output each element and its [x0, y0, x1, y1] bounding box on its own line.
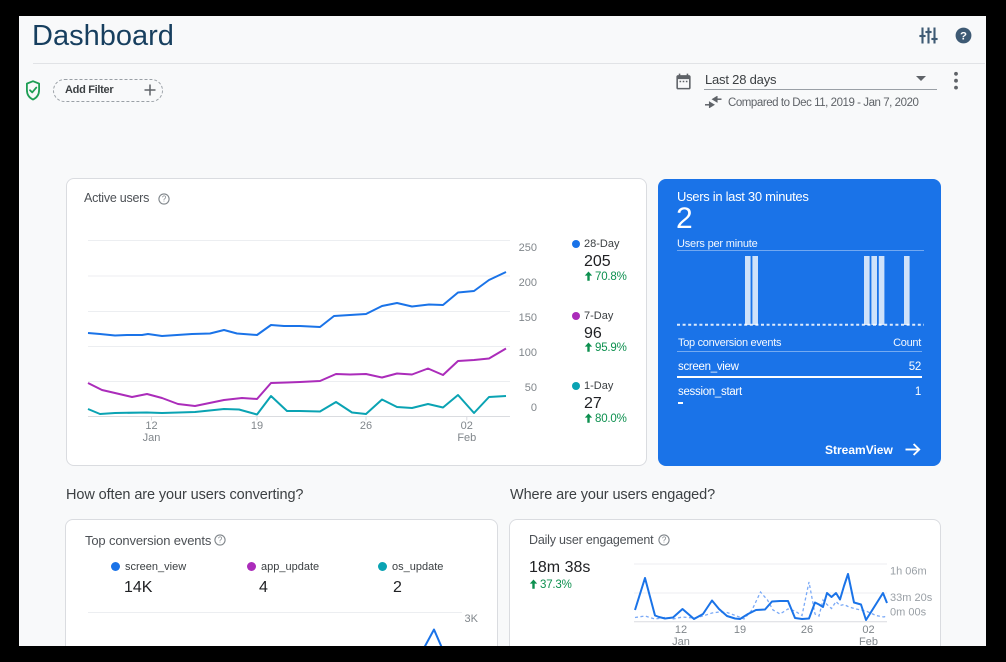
svg-text:?: ? [162, 195, 167, 204]
svg-text:50: 50 [525, 382, 537, 394]
svg-text:3K: 3K [465, 613, 479, 625]
svg-text:26: 26 [360, 420, 372, 432]
svg-text:?: ? [662, 536, 667, 545]
svg-text:Jan: Jan [672, 636, 690, 646]
svg-text:?: ? [960, 30, 967, 42]
svg-text:0m 00s: 0m 00s [890, 607, 927, 619]
svg-text:19: 19 [251, 420, 263, 432]
svg-text:250: 250 [519, 242, 537, 254]
svg-text:12: 12 [675, 624, 687, 636]
svg-text:200: 200 [519, 277, 537, 289]
svg-text:?: ? [218, 536, 223, 545]
svg-text:02: 02 [862, 624, 874, 636]
svg-text:12: 12 [145, 420, 157, 432]
svg-text:Feb: Feb [859, 636, 878, 646]
svg-text:Feb: Feb [457, 432, 476, 444]
svg-text:33m 20s: 33m 20s [890, 592, 933, 604]
svg-text:02: 02 [461, 420, 473, 432]
svg-text:100: 100 [519, 347, 537, 359]
svg-text:19: 19 [734, 624, 746, 636]
svg-text:1h 06m: 1h 06m [890, 566, 927, 578]
svg-text:Jan: Jan [143, 432, 161, 444]
svg-text:0: 0 [531, 402, 537, 414]
svg-text:26: 26 [801, 624, 813, 636]
svg-text:150: 150 [519, 312, 537, 324]
